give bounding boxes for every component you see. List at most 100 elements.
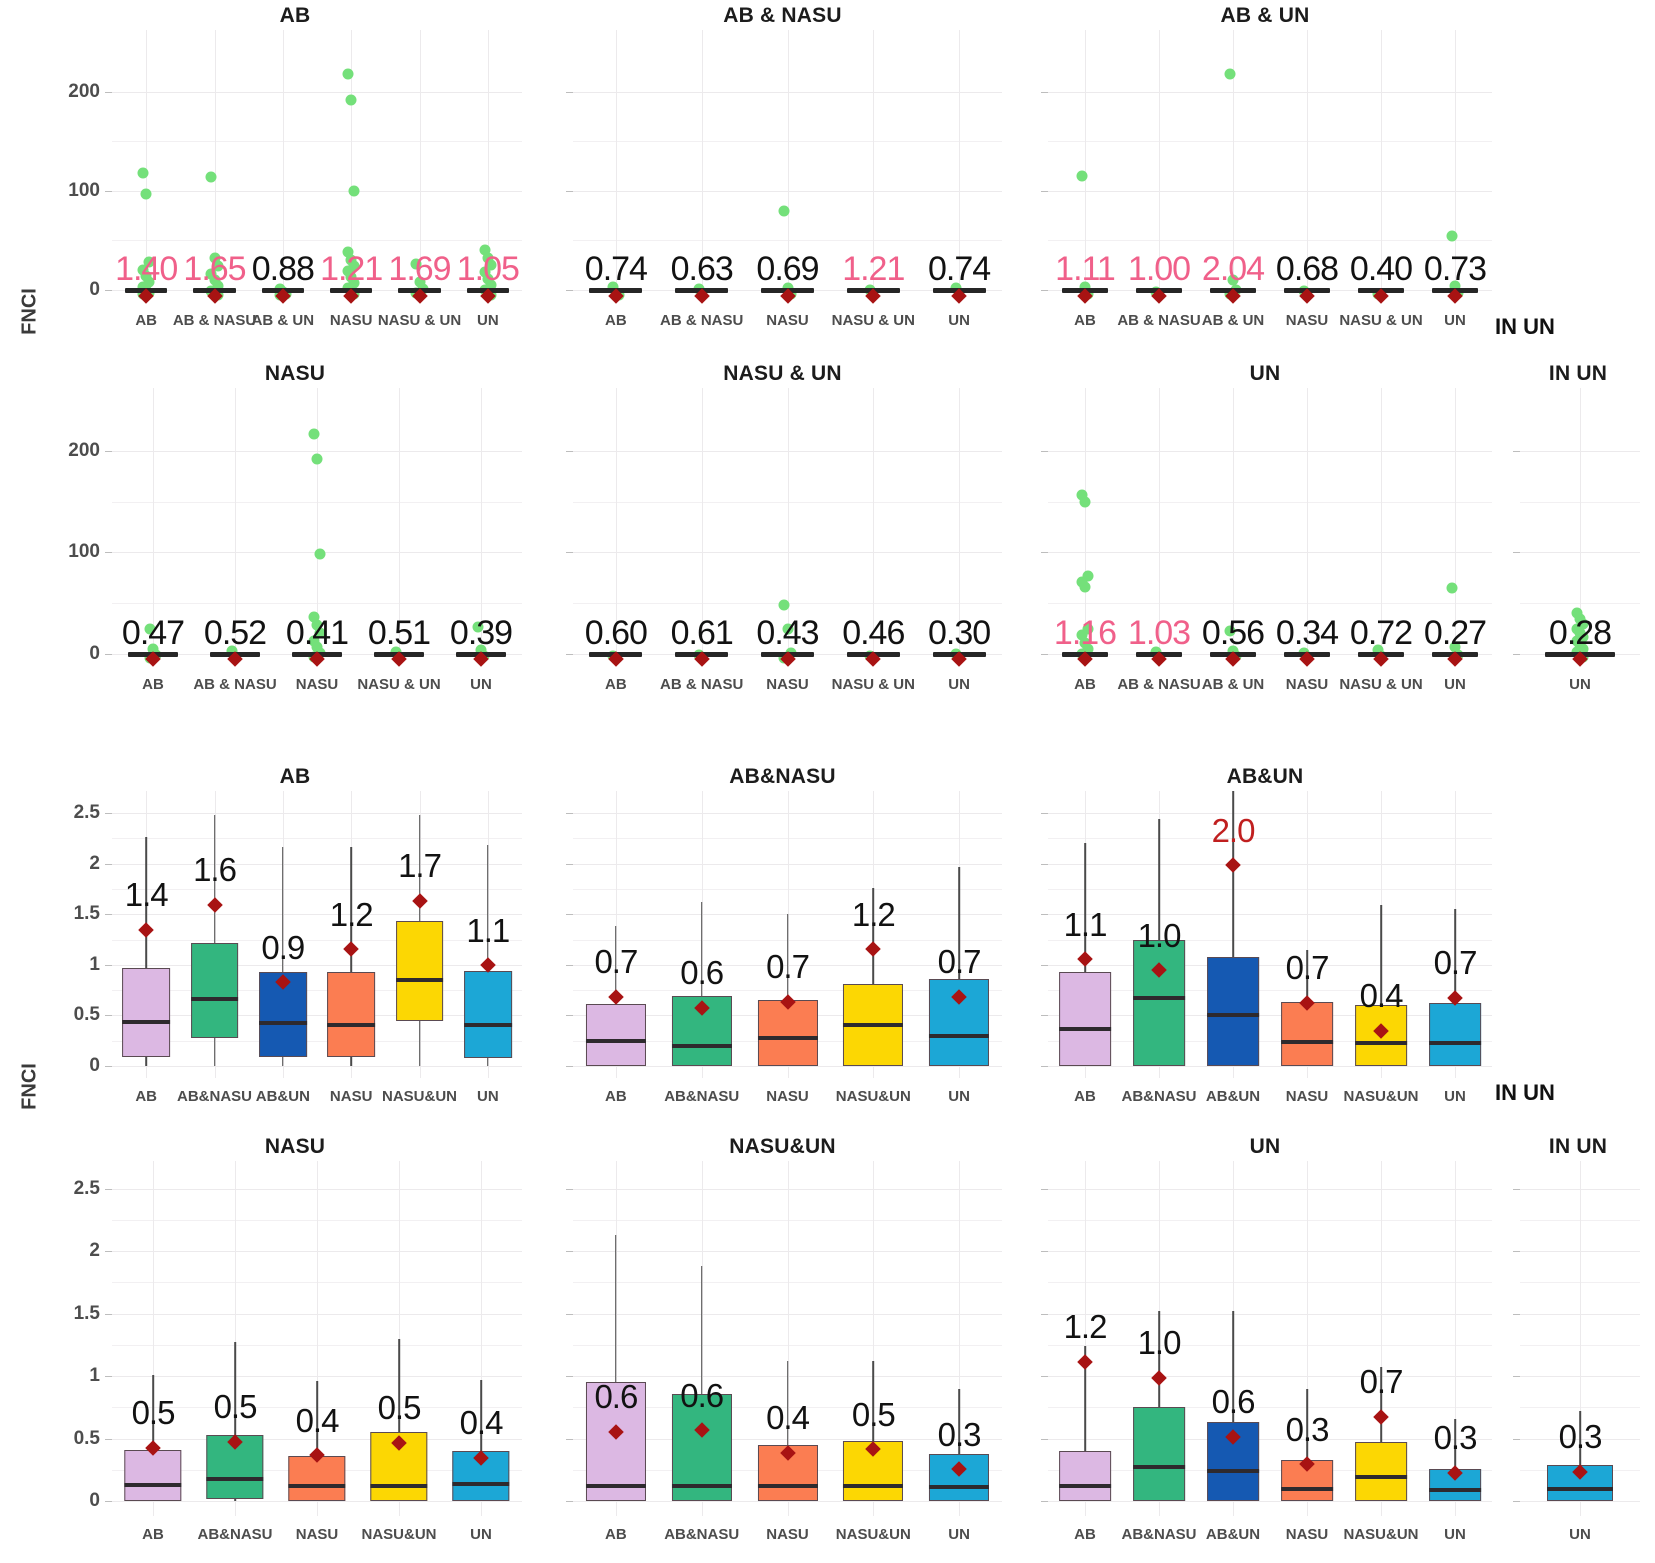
x-tick-label: NASU & UN [1339, 312, 1423, 329]
gridline-horizontal [112, 91, 522, 93]
median-line [1429, 1040, 1481, 1045]
mean-value-label: 0.9 [261, 928, 305, 966]
y-tick-mark [1041, 1015, 1048, 1017]
gridline-horizontal-minor [1048, 838, 1492, 840]
x-tick-label: AB [142, 676, 164, 693]
x-tick-label: AB & NASU [1117, 676, 1201, 693]
median-line [757, 1035, 818, 1040]
y-tick-mark [1513, 1501, 1520, 1502]
y-tick-mark [1041, 1313, 1048, 1315]
gridline-vertical [419, 30, 421, 302]
gridline-horizontal [1048, 1065, 1492, 1067]
mean-value-label: 1.21 [320, 250, 383, 289]
gridline-horizontal-minor [1048, 990, 1492, 992]
whisker [1454, 1418, 1456, 1501]
median-line [585, 1038, 646, 1043]
mean-value-label: 0.52 [203, 613, 267, 652]
y-tick-mark [1041, 863, 1048, 865]
gridline-horizontal [1048, 653, 1492, 655]
x-tick-label: NASU & UN [831, 676, 915, 693]
median-line [671, 1484, 732, 1488]
gridline-vertical [317, 388, 318, 666]
data-point [342, 265, 354, 277]
x-tick-label: AB&NASU [1121, 1526, 1197, 1543]
y-tick-mark [1041, 813, 1048, 815]
plot-area: 1.40 1.65 0.88 1.21 1.69 1.05 [112, 30, 522, 304]
box [585, 1382, 646, 1501]
median-line [258, 1021, 307, 1026]
y-tick-label: 1.5 [73, 1302, 100, 1324]
data-point [1076, 170, 1088, 182]
mean-value-label: 0.56 [1201, 613, 1265, 652]
mean-value-label: 1.2 [851, 895, 896, 933]
gridline-vertical [1159, 30, 1160, 302]
mean-value-label: 1.0 [1137, 916, 1182, 954]
gridline-horizontal [112, 964, 522, 966]
x-tick-label: AB & NASU [660, 312, 744, 329]
gridline-vertical [1307, 388, 1308, 666]
mean-value-label: 0.5 [377, 1389, 422, 1427]
whisker [1084, 1346, 1086, 1501]
mean-value-label: 0.74 [584, 250, 648, 289]
y-tick-mark [105, 914, 112, 916]
data-point [1076, 629, 1088, 641]
y-tick-mark [1513, 1188, 1520, 1190]
mean-value-label: 0.7 [1285, 949, 1330, 987]
whisker [145, 837, 147, 1066]
mean-marker [1373, 1408, 1389, 1425]
panel-ab-nasu: AB&NASU 0.7 0.6 0.7 1.2 0.7 AB AB&NASU NASU NASU&… [555, 765, 1010, 1120]
x-tick-label: NASU [1285, 1088, 1329, 1105]
median-line [1207, 1469, 1259, 1473]
gridline-horizontal-minor [1048, 889, 1492, 891]
y-tick-mark [105, 1501, 112, 1502]
plot-area: 0.5 0.5 0.4 0.5 0.4 [112, 1161, 522, 1516]
data-point [311, 453, 323, 465]
panel-ab-nasu: AB & NASU 0.74 0.63 0.69 1.21 0.74 AB AB & NASU… [555, 4, 1010, 344]
median-line [929, 1485, 990, 1490]
y-tick-label: 2.5 [73, 802, 100, 824]
data-point [205, 171, 217, 183]
data-point [1079, 281, 1091, 293]
mean-marker [1077, 1353, 1093, 1370]
x-tick-label: AB & UN [1201, 312, 1265, 329]
y-tick-label: 0.5 [73, 1427, 100, 1449]
panel-title: IN UN [1548, 1135, 1608, 1158]
gridline-vertical [1381, 30, 1382, 302]
gridline-vertical [959, 30, 961, 302]
box [190, 942, 239, 1038]
x-tick-label: UN [1444, 312, 1466, 329]
mean-value-label: 0.6 [594, 1378, 638, 1415]
data-point [950, 282, 962, 294]
x-tick-label: NASU&UN [1343, 1088, 1419, 1105]
gridline-vertical [1233, 30, 1234, 302]
whisker [213, 815, 216, 1066]
gridline-vertical [1455, 1161, 1456, 1516]
gridline-horizontal [1048, 450, 1492, 452]
y-tick-label: 1.5 [73, 903, 100, 925]
y-tick-mark [105, 863, 112, 865]
box [122, 967, 171, 1057]
data-point [479, 244, 491, 256]
mean-value-label: 0.7 [766, 948, 810, 986]
data-point [782, 623, 793, 635]
y-tick-label: 0 [89, 642, 100, 664]
y-tick-label: 2.5 [73, 1177, 100, 1199]
y-tick-mark [105, 1313, 112, 1315]
x-tick-label: UN [1444, 1526, 1466, 1543]
y-tick-mark [105, 450, 112, 452]
data-point [311, 641, 323, 653]
box-corner-label-in-un: IN UN [1495, 1080, 1555, 1105]
box [671, 1393, 732, 1501]
gridline-horizontal-minor [112, 939, 522, 941]
x-tick-label: NASU & UN [831, 312, 915, 329]
box [1429, 1003, 1481, 1066]
x-tick-label: NASU&UN [835, 1088, 911, 1105]
mean-value-label: 0.61 [670, 613, 734, 652]
y-tick-mark [566, 914, 573, 916]
mean-marker [1225, 857, 1241, 873]
gridline-vertical [1307, 1161, 1308, 1516]
median-line [122, 1020, 171, 1025]
gridline-horizontal-minor [1048, 939, 1492, 941]
gridline-vertical [959, 1161, 961, 1516]
data-point [1224, 625, 1236, 637]
